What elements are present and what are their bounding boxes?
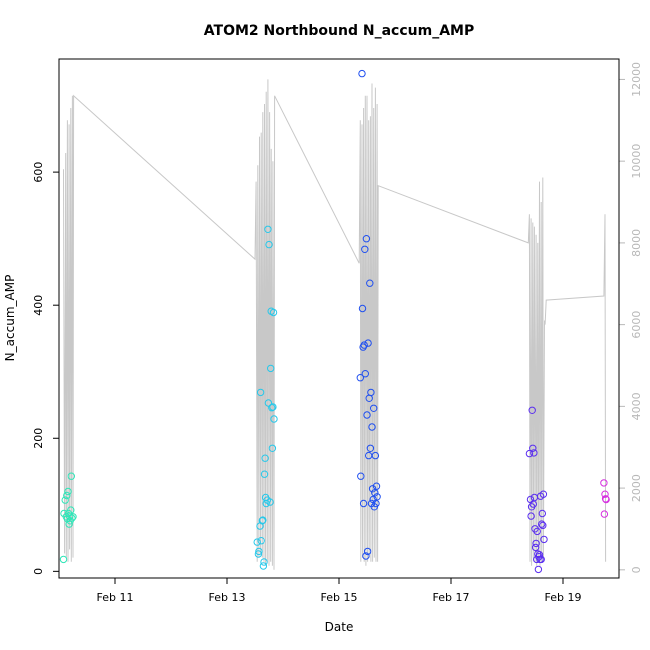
- y-axis-label: N_accum_AMP: [3, 275, 17, 362]
- data-point: [539, 521, 547, 530]
- data-point: [356, 374, 364, 382]
- data-point: [253, 538, 261, 546]
- y2-tick-label: 2000: [630, 474, 643, 502]
- data-point: [257, 537, 265, 545]
- data-point: [364, 339, 372, 347]
- x-axis-label: Date: [325, 620, 354, 634]
- data-point: [259, 516, 267, 524]
- data-point: [61, 496, 69, 504]
- data-point: [537, 555, 545, 564]
- x-tick-label: Feb 19: [545, 591, 582, 604]
- y2-tick-label: 0: [630, 566, 643, 573]
- data-point: [539, 490, 548, 498]
- data-point: [270, 415, 278, 423]
- data-point: [600, 510, 609, 518]
- data-point: [372, 482, 381, 490]
- data-point: [362, 552, 370, 560]
- data-point: [358, 304, 367, 313]
- data-point: [540, 535, 548, 544]
- data-point: [601, 490, 609, 498]
- data-point: [261, 454, 269, 462]
- data-point: [531, 543, 540, 552]
- data-point: [255, 547, 263, 556]
- data-point: [254, 550, 263, 558]
- data-point: [269, 403, 277, 411]
- data-point: [262, 499, 270, 508]
- plot-frame: [58, 58, 620, 579]
- data-point: [259, 562, 268, 570]
- data-point: [533, 527, 541, 536]
- data-point: [260, 558, 268, 566]
- data-point: [373, 493, 381, 501]
- data-point: [260, 470, 269, 478]
- data-point: [371, 489, 379, 497]
- data-point: [535, 551, 544, 559]
- data-point: [538, 520, 546, 528]
- y-tick-label: 0: [32, 568, 45, 575]
- data-point: [268, 404, 276, 412]
- data-point: [361, 245, 369, 254]
- data-point: [256, 388, 265, 397]
- data-point: [363, 411, 371, 419]
- data-point: [68, 514, 76, 522]
- secondary-series-line: [63, 79, 607, 570]
- x-tick-label: Feb 15: [321, 591, 358, 604]
- data-point: [64, 487, 72, 496]
- data-point: [63, 491, 71, 500]
- data-point: [368, 485, 377, 493]
- data-point: [367, 388, 375, 397]
- data-point: [363, 547, 372, 556]
- y2-tick-label: 10000: [630, 144, 643, 179]
- y-tick-label: 200: [32, 428, 45, 449]
- y-tick-label: 400: [32, 295, 45, 316]
- data-point: [265, 240, 273, 249]
- data-point: [67, 506, 75, 514]
- y-tick-label: 600: [32, 162, 45, 183]
- data-point: [527, 512, 535, 520]
- x-tick-label: Feb 11: [97, 591, 134, 604]
- data-point: [358, 69, 366, 78]
- data-point: [371, 451, 380, 460]
- x-tick-label: Feb 13: [209, 591, 246, 604]
- data-point: [600, 479, 608, 487]
- data-point: [361, 370, 369, 378]
- y2-tick-label: 8000: [630, 229, 643, 257]
- data-point: [528, 406, 536, 414]
- y2-tick-label: 12000: [630, 62, 643, 97]
- data-point: [532, 539, 540, 548]
- axes-group: Feb 11 Feb 13 Feb 15 Feb 17 Feb 19 0 200 400 600…: [32, 62, 643, 604]
- x-tick-label: Feb 17: [433, 591, 470, 604]
- data-point: [264, 399, 273, 407]
- data-point: [366, 279, 374, 287]
- data-point: [269, 308, 278, 317]
- data-point: [59, 555, 68, 564]
- data-point: [362, 235, 371, 243]
- data-point: [67, 472, 76, 480]
- data-point: [529, 444, 537, 452]
- data-point: [264, 225, 272, 234]
- data-point: [268, 444, 277, 452]
- data-point: [530, 449, 538, 457]
- data-point: [368, 423, 376, 431]
- data-points-group: [59, 69, 610, 574]
- secondary-series-group: [63, 79, 607, 570]
- data-point: [534, 565, 543, 574]
- data-point: [366, 444, 375, 452]
- chart-title: ATOM2 Northbound N_accum_AMP: [204, 23, 474, 39]
- data-point: [360, 341, 368, 349]
- data-point: [65, 520, 73, 528]
- data-point: [357, 472, 365, 480]
- y2-tick-label: 6000: [630, 311, 643, 339]
- data-point: [266, 498, 274, 506]
- data-point: [525, 449, 534, 458]
- data-point: [370, 404, 378, 412]
- data-point: [267, 364, 275, 373]
- data-point: [538, 509, 546, 518]
- data-point: [69, 513, 77, 521]
- data-point: [602, 495, 610, 504]
- y2-tick-label: 4000: [630, 392, 643, 420]
- data-point: [359, 499, 368, 508]
